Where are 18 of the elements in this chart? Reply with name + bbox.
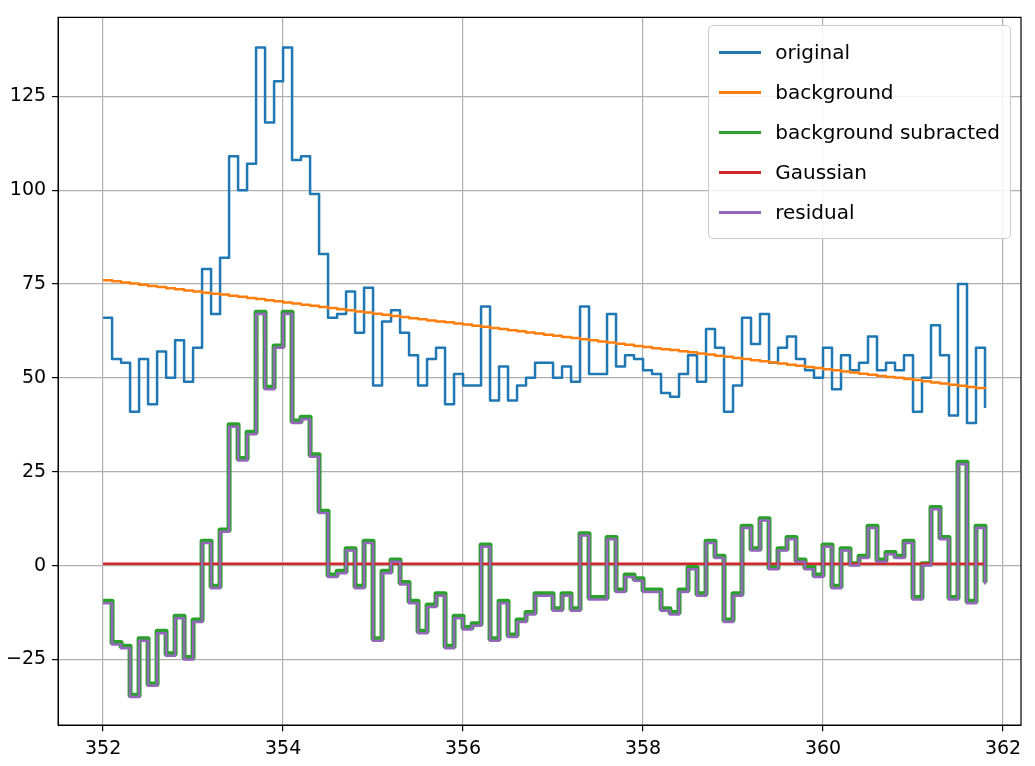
x-tick-label: 352: [84, 735, 122, 758]
legend-label: background subracted: [775, 120, 1000, 145]
y-tick-label: 25: [21, 458, 47, 481]
legend-label: Gaussian: [775, 160, 867, 185]
y-tick-label: 100: [9, 177, 47, 200]
y-tick-label: 75: [21, 270, 47, 293]
x-tick-label: 356: [444, 735, 482, 758]
x-tick-label: 354: [264, 735, 302, 758]
y-tick-label: 125: [9, 83, 47, 106]
y-tick-label: −25: [5, 646, 47, 669]
x-tick-label: 358: [624, 735, 662, 758]
legend-label: original: [775, 40, 850, 65]
y-tick-label: 0: [34, 552, 47, 575]
legend-label: residual: [775, 200, 855, 225]
x-tick-label: 360: [804, 735, 842, 758]
x-tick-label: 362: [984, 735, 1022, 758]
legend-label: background: [775, 80, 894, 105]
y-tick-label: 50: [21, 364, 47, 387]
